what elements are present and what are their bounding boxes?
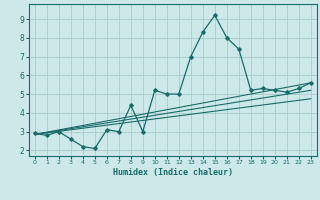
X-axis label: Humidex (Indice chaleur): Humidex (Indice chaleur): [113, 168, 233, 177]
